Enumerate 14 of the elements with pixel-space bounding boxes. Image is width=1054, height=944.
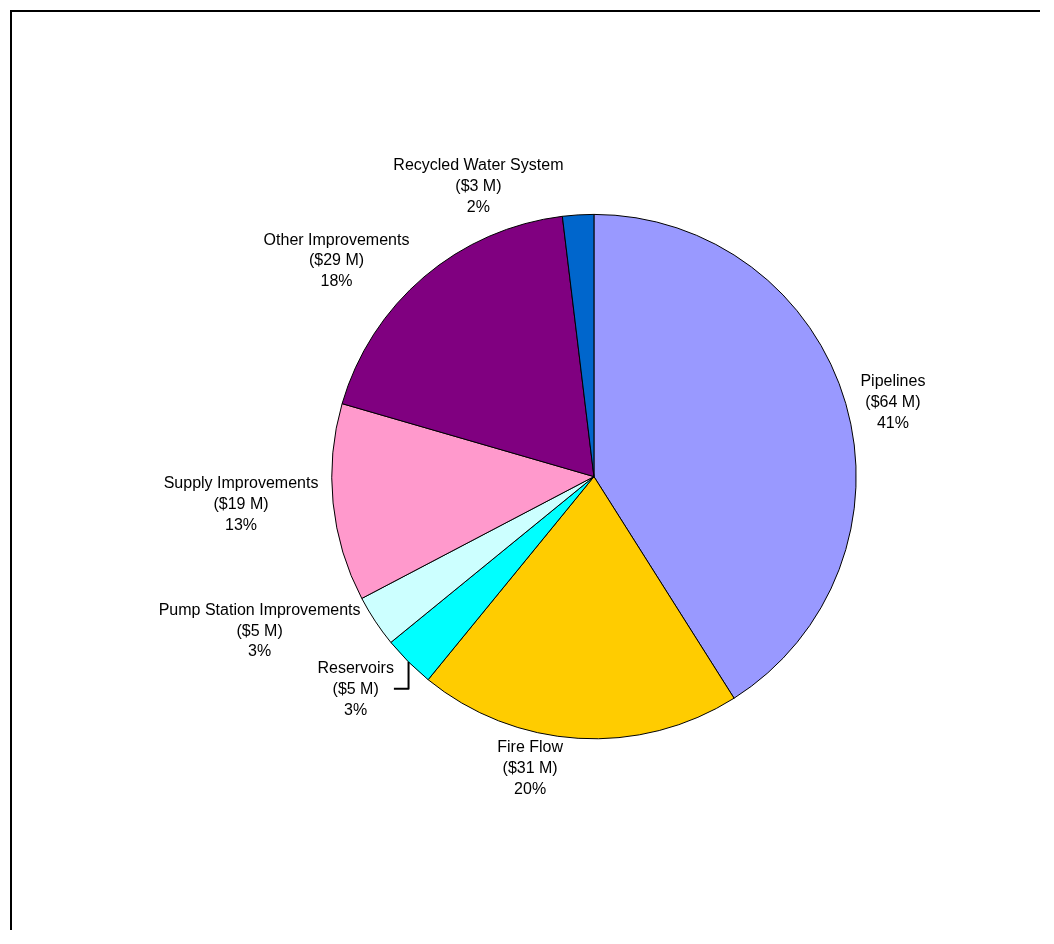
data-label: ($5 M) 3% [236,621,283,660]
slice-label: Reservoirs [317,659,394,677]
slice-label: Fire Flow [497,738,564,756]
slice-label: Supply Improvements [163,473,319,491]
data-label: ($31 M) 20% [502,759,558,797]
slice-label: Pump Station Improvements [158,600,361,618]
data-label: ($5 M) 3% [332,680,379,718]
slice-label: Pipelines [860,372,926,390]
slice-label: Recycled Water System [393,156,564,174]
data-label: ($19 M) 13% [213,494,269,533]
data-label: ($3 M) 2% [455,177,502,215]
slice-label: Other Improvements [263,230,410,248]
data-label: ($29 M) 18% [308,251,365,290]
data-label: ($64 M) 41% [865,392,921,431]
